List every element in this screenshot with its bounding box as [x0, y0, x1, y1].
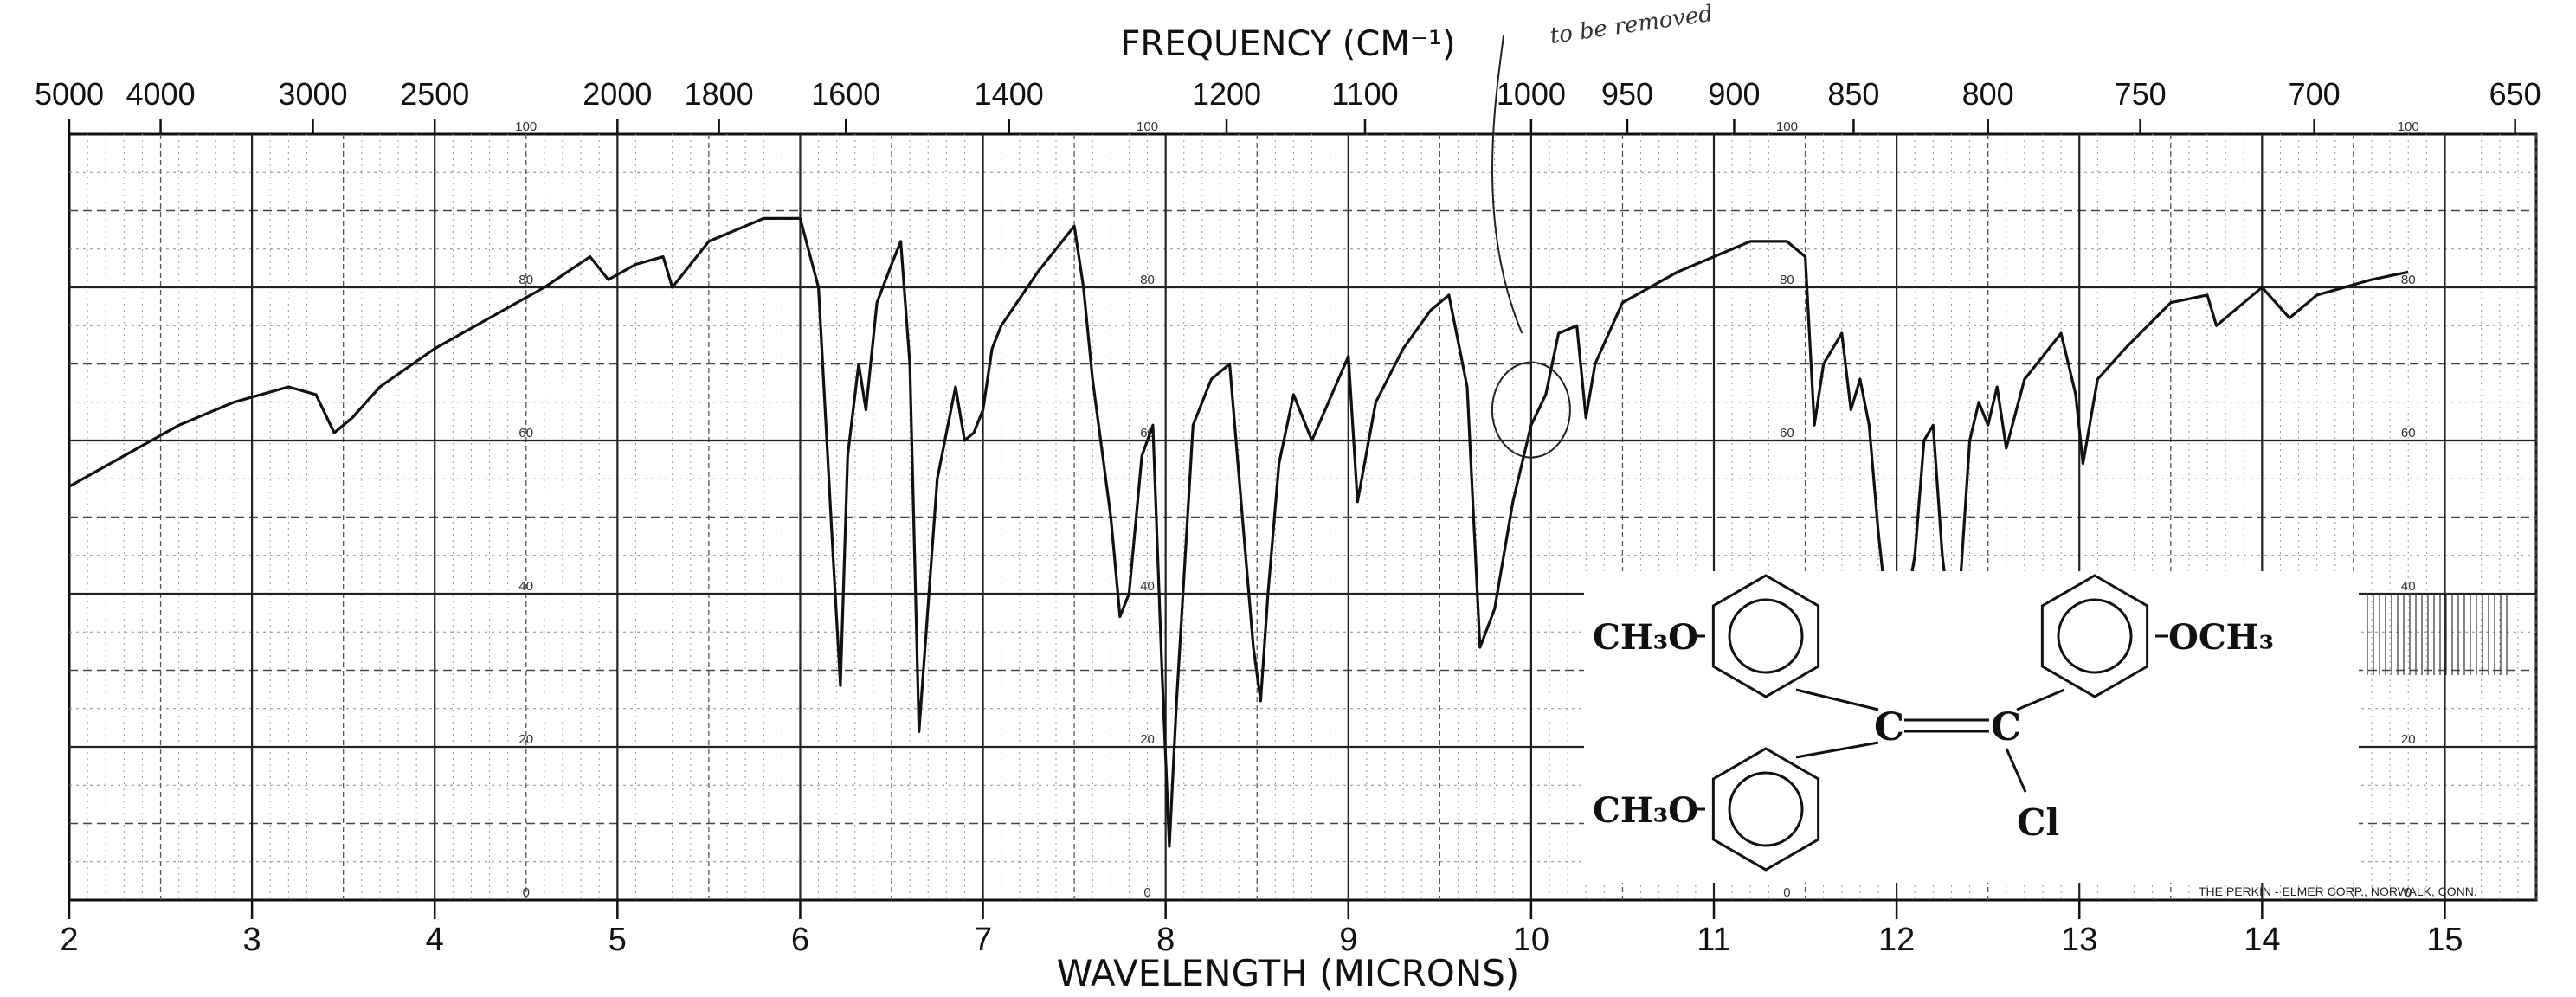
- benzene-ring-top-left-inner: [1728, 598, 1804, 674]
- y-tick-label: 0: [1783, 885, 1790, 900]
- alkene-carbon-left: C: [1874, 705, 1904, 749]
- y-tick-label: 100: [1776, 119, 1798, 134]
- y-tick-label: 20: [518, 732, 533, 747]
- handdrawn-circle-annotation: [1491, 361, 1571, 459]
- top-tick-label: 800: [1962, 76, 2014, 112]
- alkene-carbon-right: C: [1991, 705, 2021, 749]
- top-tick-label: 3000: [278, 76, 347, 112]
- top-tick-label: 1000: [1497, 76, 1566, 112]
- y-tick-label: 60: [2401, 426, 2416, 441]
- y-tick-label: 100: [2398, 119, 2419, 134]
- top-tick-label: 850: [1827, 76, 1879, 112]
- chlorine-atom: Cl: [2017, 801, 2059, 844]
- x-tick-label: 5: [609, 922, 627, 958]
- top-tick-label: 1600: [811, 76, 880, 112]
- x-tick-label: 11: [1697, 922, 1730, 958]
- bond: [2016, 688, 2065, 711]
- top-tick-label: 1200: [1192, 76, 1261, 112]
- y-tick-label: 60: [1780, 426, 1794, 441]
- benzene-ring-top-right-inner: [2057, 598, 2133, 674]
- bond: [1795, 741, 1879, 759]
- x-tick-label: 9: [1339, 922, 1357, 958]
- y-tick-label: 80: [1140, 273, 1155, 287]
- top-tick-label: 4000: [126, 76, 196, 112]
- bond: [2005, 748, 2027, 793]
- y-tick-label: 0: [2405, 885, 2412, 900]
- x-tick-label: 3: [243, 922, 261, 958]
- bond: [1795, 688, 1879, 711]
- top-tick-label: 1800: [685, 76, 754, 112]
- top-tick-label: 2500: [400, 76, 469, 112]
- y-tick-label: 0: [1143, 885, 1150, 900]
- x-tick-label: 6: [791, 922, 809, 958]
- top-tick-label: 900: [1708, 76, 1760, 112]
- x-tick-label: 13: [2061, 922, 2097, 958]
- benzene-ring-top-left: [1711, 574, 1820, 698]
- x-tick-label: 8: [1156, 922, 1175, 958]
- top-tick-label: 5000: [35, 76, 104, 112]
- y-tick-label: 60: [518, 426, 533, 441]
- handdrawn-pointer-line: [1491, 34, 1523, 334]
- x-tick-label: 12: [1878, 922, 1915, 958]
- y-tick-label: 20: [1140, 732, 1155, 747]
- y-tick-label: 20: [2401, 732, 2416, 747]
- spectrum-line: [68, 216, 2409, 848]
- benzene-ring-bottom-left-inner: [1728, 771, 1804, 847]
- x-tick-label: 14: [2244, 922, 2280, 958]
- top-tick-label: 2000: [583, 76, 652, 112]
- y-tick-label: 80: [2401, 273, 2416, 287]
- bottom-axis-title: WAVELENGTH (MICRONS): [1056, 952, 1520, 994]
- y-tick-label: 0: [523, 885, 530, 900]
- x-tick-label: 7: [974, 922, 992, 958]
- x-tick-label: 2: [60, 922, 78, 958]
- methoxy-group-bottom-left: CH₃O: [1593, 790, 1698, 831]
- y-tick-label: 100: [515, 119, 537, 134]
- y-tick-label: 80: [518, 273, 533, 287]
- x-tick-label: 4: [426, 922, 444, 958]
- y-tick-label: 80: [1780, 273, 1794, 287]
- top-tick-label: 650: [2489, 76, 2541, 112]
- methoxy-group-top-right: OCH₃: [2168, 617, 2274, 658]
- x-tick-label: 10: [1513, 922, 1549, 958]
- top-tick-label: 700: [2289, 76, 2341, 112]
- manufacturer-credit: THE PERKIN - ELMER CORP., NORWALK, CONN.: [2199, 884, 2477, 898]
- top-axis-title: FREQUENCY (CM⁻¹): [1120, 24, 1456, 64]
- benzene-ring-bottom-left: [1711, 747, 1820, 872]
- top-tick-label: 1400: [975, 76, 1044, 112]
- benzene-ring-top-right: [2040, 574, 2149, 698]
- methoxy-group-top-left: CH₃O: [1593, 617, 1698, 658]
- top-tick-label: 1100: [1331, 76, 1398, 112]
- x-tick-label: 15: [2426, 922, 2463, 958]
- y-tick-label: 40: [1140, 579, 1155, 594]
- top-tick-label: 950: [1601, 76, 1653, 112]
- y-tick-label: 40: [518, 579, 533, 594]
- top-tick-label: 750: [2115, 76, 2167, 112]
- y-tick-label: 100: [1137, 119, 1158, 134]
- y-tick-label: 40: [2401, 579, 2416, 594]
